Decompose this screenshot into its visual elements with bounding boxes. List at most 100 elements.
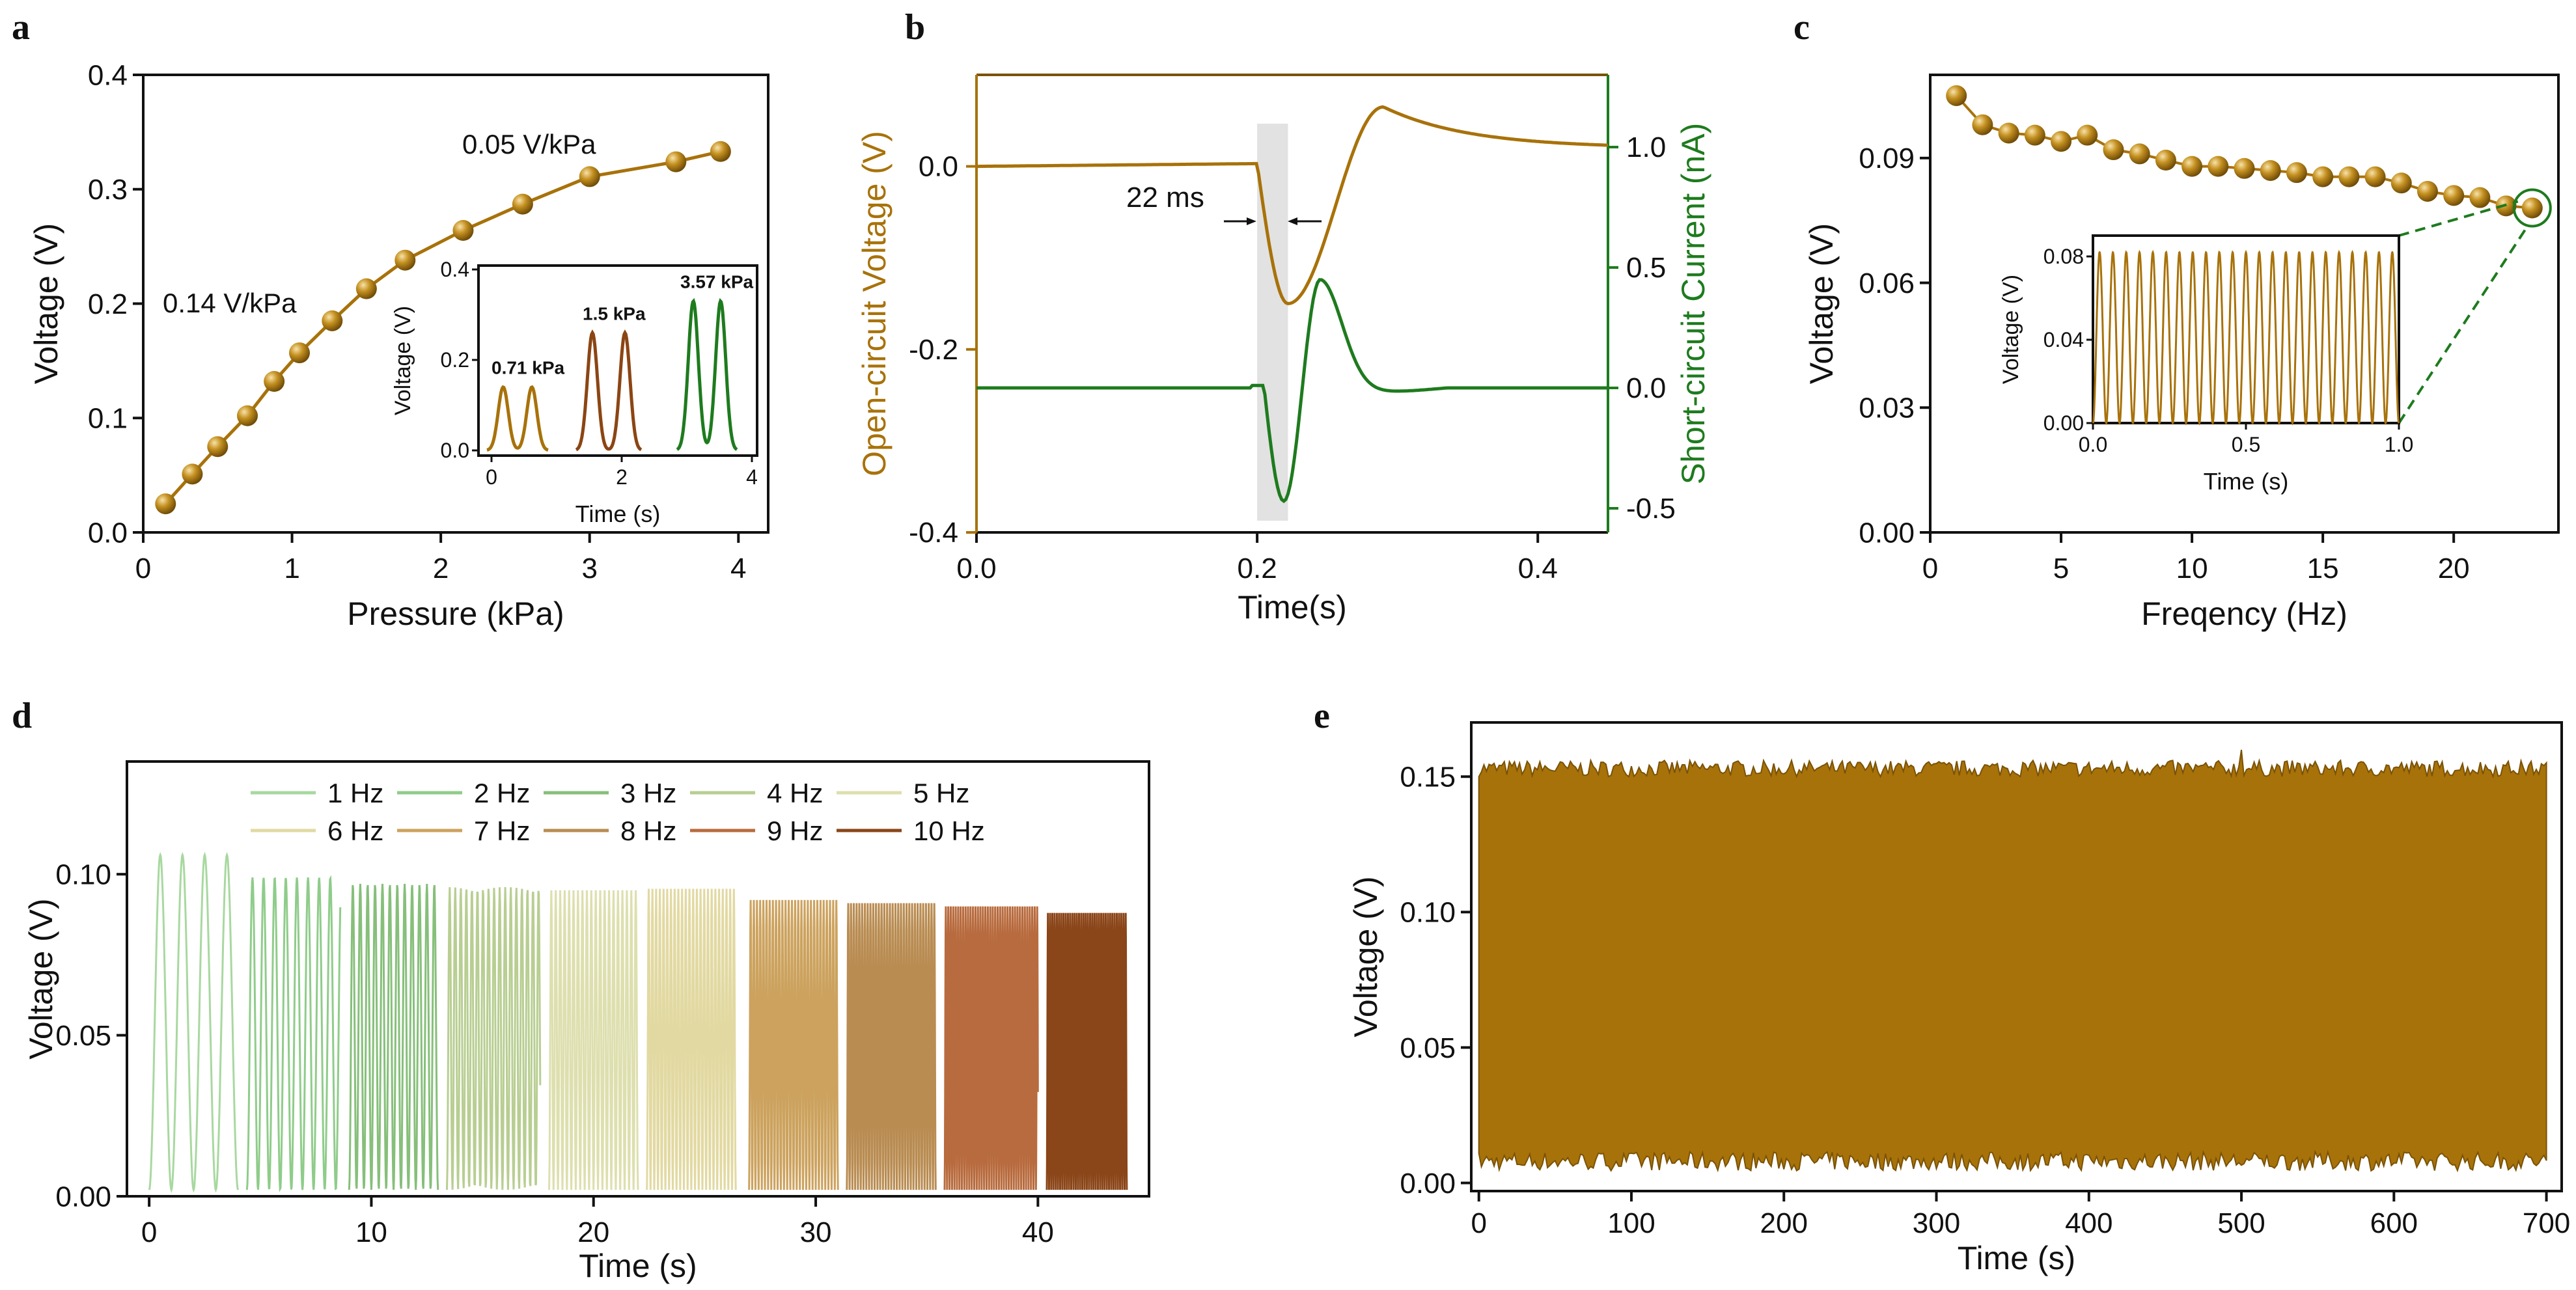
series-line-voltage (976, 105, 1609, 306)
y-tick-label: 0.00 (1859, 517, 1915, 549)
data-point (155, 493, 176, 515)
x-axis-label: Pressure (kPa) (347, 596, 564, 632)
x-tick-label: 400 (2065, 1207, 2112, 1239)
panel-d: d 0 10 20 30 40 0.00 0.05 0.10 Time (s) Voltage (V… (12, 696, 1150, 1284)
inset-y-label: Voltage (V) (1999, 275, 2023, 384)
x-tick-label: 4 (730, 553, 746, 584)
data-point (1946, 85, 1967, 106)
inset-series-label: 1.5 kPa (583, 303, 646, 323)
data-point (2312, 166, 2334, 187)
y2-tick-label: -0.5 (1626, 493, 1676, 525)
annotation-slope-high: 0.05 V/kPa (462, 129, 596, 159)
x-tick-label: 0 (141, 1216, 157, 1248)
series-line-9hz (943, 906, 1039, 1190)
y-tick-label: 0.06 (1859, 268, 1915, 299)
series-line-6hz (646, 888, 737, 1190)
y-axis-label: Open-circuit Voltage (V) (856, 131, 893, 476)
inset-y-tick-label: 0.4 (441, 258, 469, 281)
inset-y-tick-label: 0.00 (2043, 411, 2084, 435)
y-tick-label: 0.10 (1400, 897, 1456, 929)
y-tick-label: 0.09 (1859, 143, 1915, 174)
data-point (2208, 156, 2229, 177)
panel-b: b 0.0 0.2 0.4 0.0 -0.2 -0.4 1.0 0.5 0.0 -0.5 Time(s… (856, 7, 1711, 625)
legend-label: 7 Hz (474, 816, 530, 846)
inset-y-tick-label: 0.0 (441, 439, 469, 462)
data-point (2338, 166, 2360, 187)
data-point (2103, 139, 2124, 161)
data-point (710, 141, 731, 162)
highlight-circle (2512, 188, 2552, 228)
data-point (182, 463, 203, 485)
annotation-slope-low: 0.14 V/kPa (163, 288, 297, 318)
panel-label-c: c (1794, 7, 1810, 48)
data-point (289, 342, 310, 364)
panel-label-d: d (12, 696, 32, 736)
data-point (2390, 172, 2412, 194)
y2-tick-label: 1.0 (1626, 131, 1666, 163)
arrow-head (1247, 217, 1256, 225)
inset-x-tick-label: 0 (486, 465, 497, 489)
x-tick-label: 1 (284, 553, 299, 584)
inset-c: 0.0 0.5 1.0 0.00 0.04 0.08 Time (s) Voltage (V) (1999, 234, 2413, 495)
data-point (2417, 180, 2438, 202)
x-tick-label: 0.4 (1518, 553, 1558, 584)
series-line-current (976, 278, 1608, 504)
x-tick-label: 20 (2438, 553, 2470, 584)
y-tick-label: 0.05 (1400, 1032, 1456, 1064)
data-point (2051, 131, 2072, 152)
data-point (2181, 156, 2203, 177)
data-point (207, 436, 229, 458)
x-tick-label: 3 (581, 553, 597, 584)
y-axis-label: Voltage (V) (23, 898, 59, 1059)
inset-series-label: 3.57 kPa (680, 272, 754, 292)
x-tick-label: 0 (1922, 553, 1938, 584)
series-line-5hz (548, 890, 639, 1190)
data-point (2234, 158, 2255, 179)
x-tick-label: 10 (355, 1216, 387, 1248)
y2-axis-label: Short-circuit Current (nA) (1675, 123, 1711, 485)
legend-label: 2 Hz (474, 778, 530, 808)
y-axis-label: Voltage (V) (28, 223, 64, 384)
data-point (2077, 124, 2098, 146)
x-tick-label: 5 (2053, 553, 2069, 584)
inset-x-tick-label: 2 (616, 465, 628, 489)
zoom-connector (2398, 224, 2530, 424)
panel-label-a: a (12, 7, 30, 48)
y2-tick-label: 0.0 (1626, 372, 1666, 404)
x-tick-label: 600 (2370, 1207, 2418, 1239)
y2-tick-label: 0.5 (1626, 252, 1666, 284)
data-point (512, 193, 533, 215)
x-tick-label: 30 (800, 1216, 832, 1248)
y-tick-label: 0.0 (88, 517, 128, 549)
x-axis-label: Time(s) (1238, 589, 1347, 625)
data-point (2024, 124, 2045, 146)
axis-frame (1470, 721, 2563, 1192)
series-line-1hz (148, 851, 240, 1193)
y-tick-label: -0.2 (909, 334, 958, 366)
x-tick-label: 2 (433, 553, 449, 584)
y-tick-label: -0.4 (909, 517, 958, 549)
arrow-head (1288, 217, 1297, 225)
y-tick-label: 0.05 (55, 1020, 111, 1052)
x-tick-label: 0.0 (956, 553, 996, 584)
legend-label: 6 Hz (327, 816, 383, 846)
data-point (665, 151, 687, 172)
x-tick-label: 0 (135, 553, 151, 584)
inset-series-line (676, 297, 738, 451)
inset-x-tick-label: 4 (746, 465, 758, 489)
data-point (2364, 166, 2386, 187)
inset-x-tick-label: 0.0 (2079, 433, 2107, 456)
x-tick-label: 0 (1471, 1207, 1486, 1239)
x-tick-label: 0.2 (1238, 553, 1277, 584)
inset-series-label: 0.71 kPa (492, 358, 565, 378)
data-point (1972, 114, 1993, 135)
y-tick-label: 0.2 (88, 288, 128, 320)
y-tick-label: 0.15 (1400, 762, 1456, 793)
inset-y-tick-label: 0.04 (2043, 328, 2084, 351)
x-tick-label: 200 (1760, 1207, 1808, 1239)
panel-label-b: b (905, 7, 925, 48)
data-point (2129, 143, 2150, 165)
inset-x-tick-label: 0.5 (2232, 433, 2260, 456)
inset-x-label: Time (s) (575, 501, 661, 527)
